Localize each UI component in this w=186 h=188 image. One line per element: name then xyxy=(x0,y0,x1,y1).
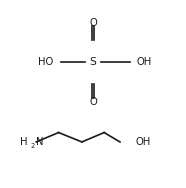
Text: HO: HO xyxy=(38,57,53,67)
Text: OH: OH xyxy=(137,57,152,67)
Text: N: N xyxy=(36,137,43,147)
Text: S: S xyxy=(90,57,96,67)
Text: H: H xyxy=(20,137,28,147)
Text: O: O xyxy=(89,18,97,29)
Text: O: O xyxy=(89,96,97,107)
Text: 2: 2 xyxy=(30,143,34,149)
Text: OH: OH xyxy=(136,137,151,147)
